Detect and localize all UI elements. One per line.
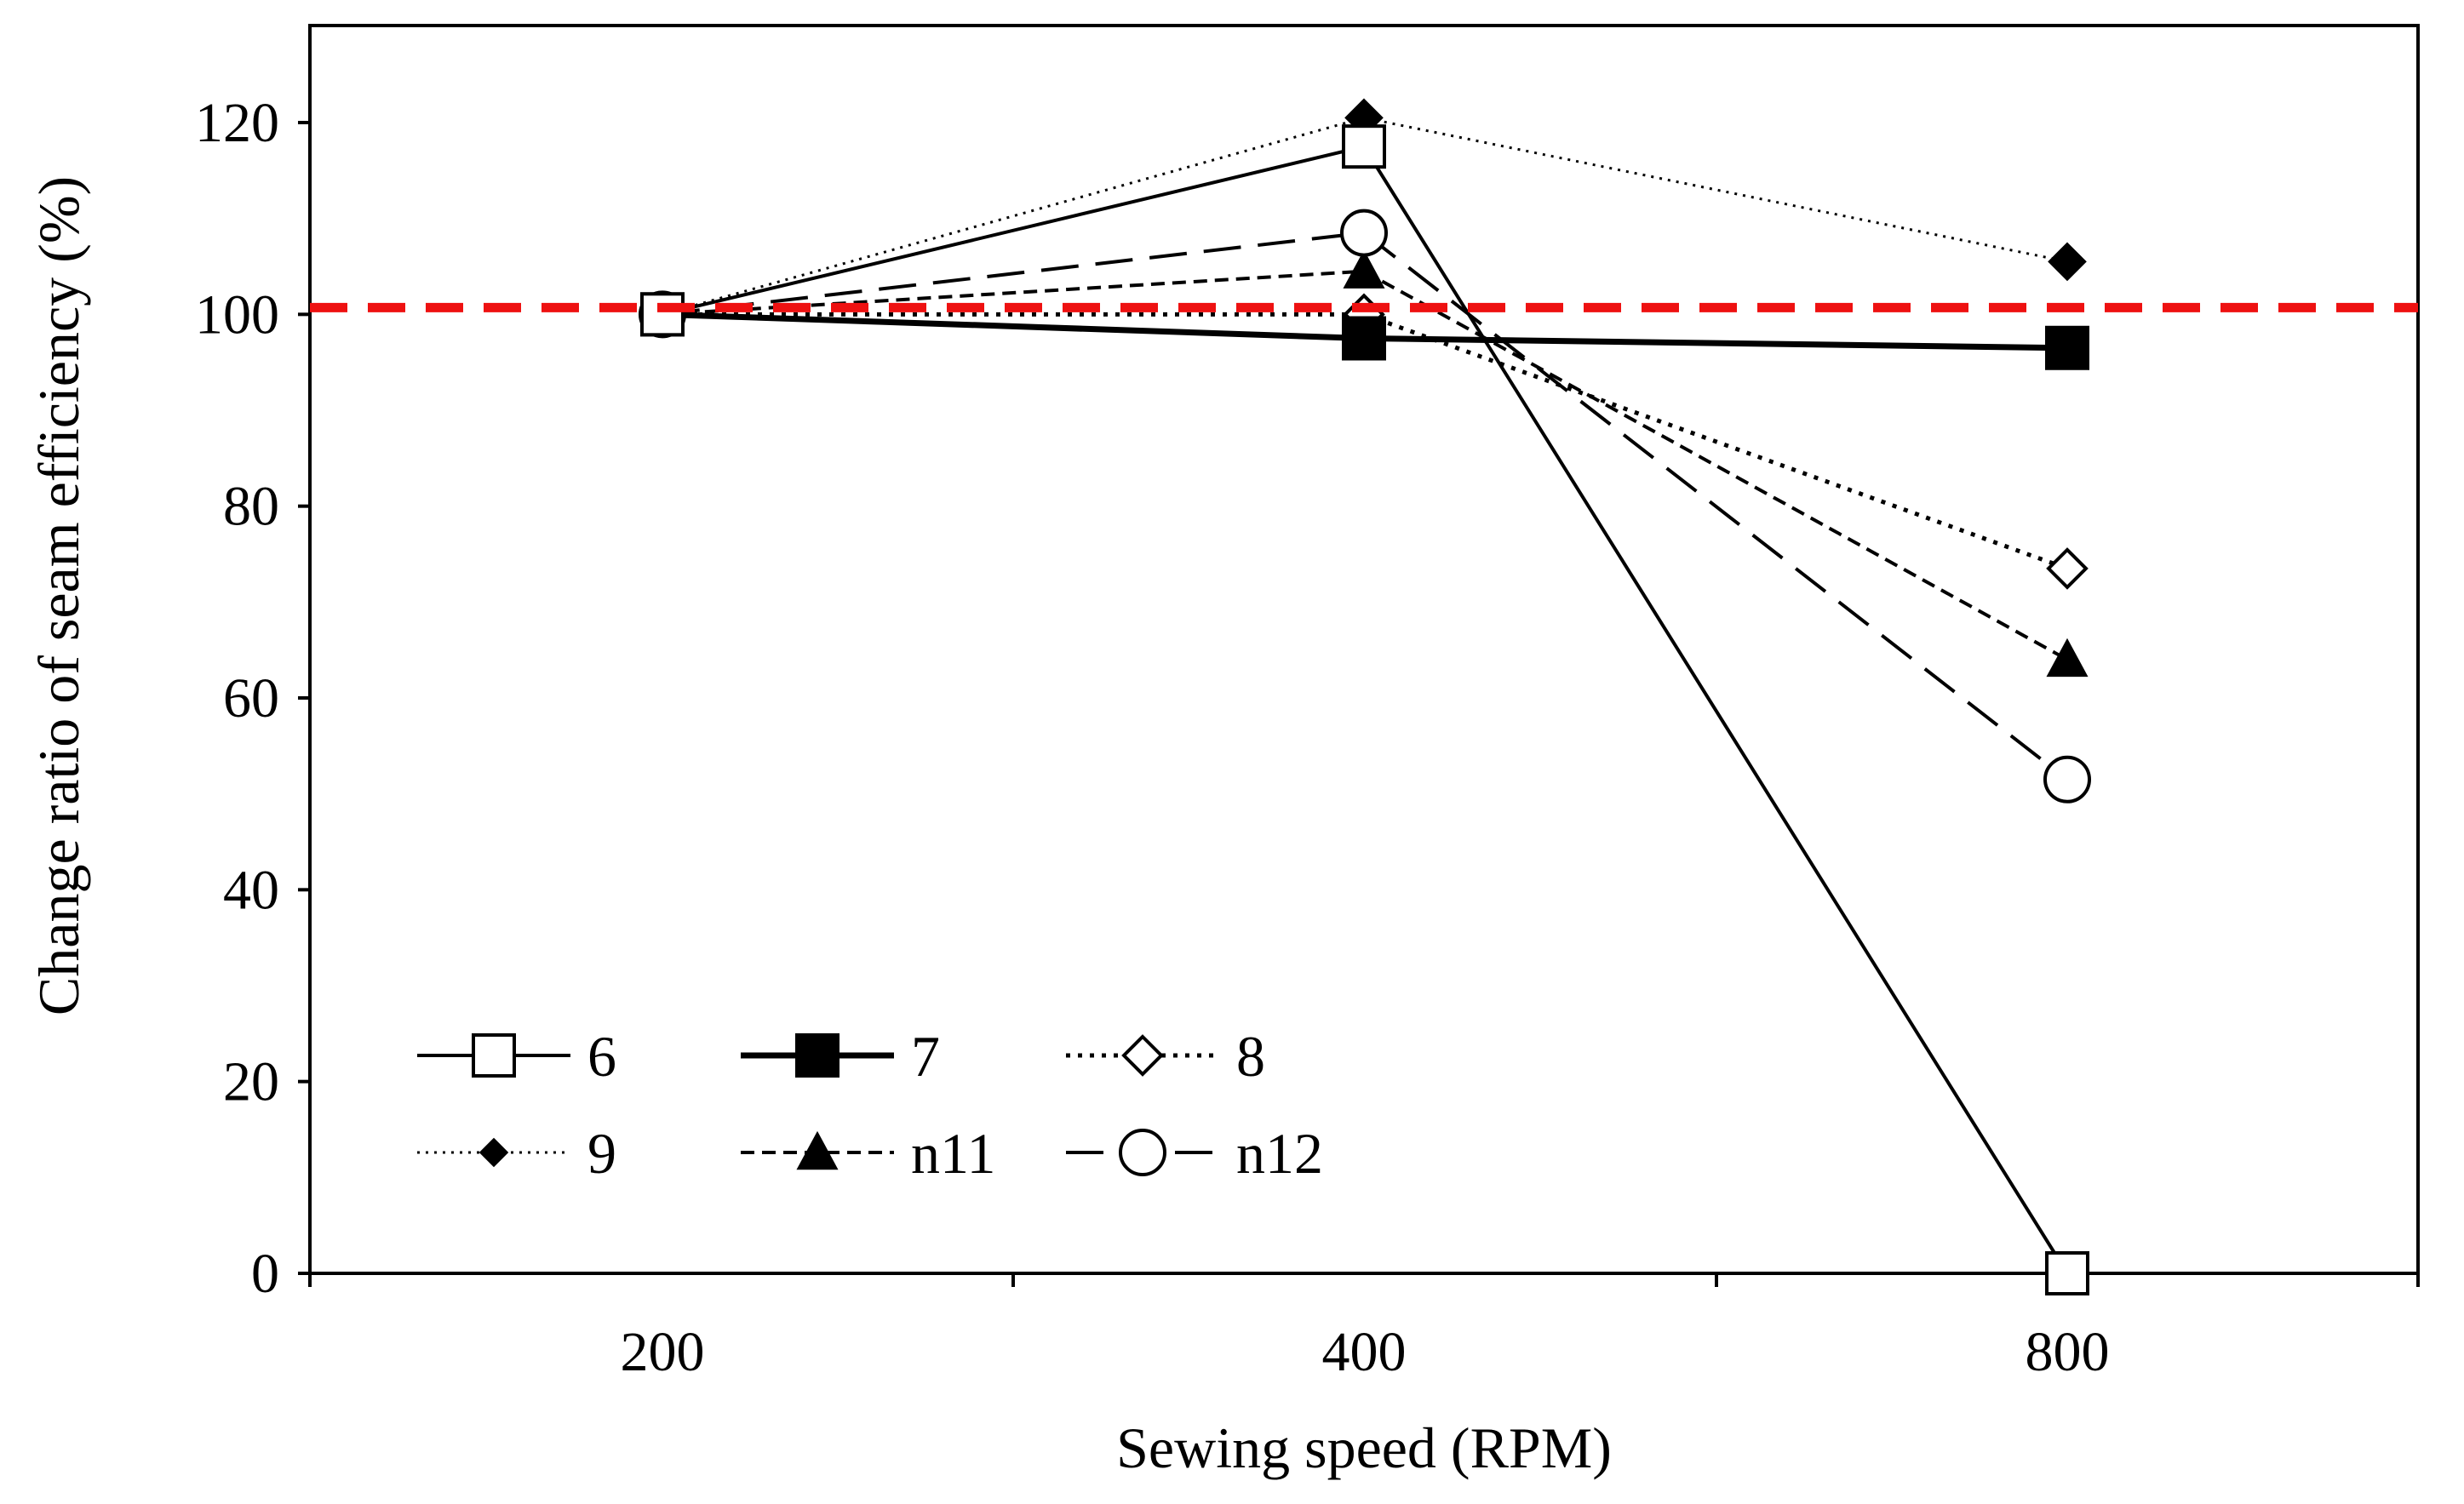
legend-label: 7 <box>911 1024 940 1089</box>
marker-square <box>1342 316 1386 361</box>
series-layer <box>639 98 2091 1295</box>
marker-square <box>2045 325 2089 370</box>
marker-triangle <box>2046 638 2089 678</box>
legend-item-8: 8 <box>1066 1024 1265 1089</box>
marker-square <box>472 1033 516 1078</box>
marker-triangle <box>796 1130 839 1170</box>
marker-diamond <box>1121 1034 1164 1077</box>
legend-item-n11: n11 <box>741 1121 995 1186</box>
marker-triangle <box>1343 249 1385 289</box>
legend-item-6: 6 <box>417 1024 616 1089</box>
marker-square <box>2045 1251 2089 1295</box>
legend-label: 8 <box>1236 1024 1265 1089</box>
legend-item-n12: n12 <box>1066 1121 1323 1186</box>
legend-item-9: 9 <box>417 1121 616 1186</box>
legend-item-7: 7 <box>741 1024 940 1089</box>
marker-diamond <box>478 1137 509 1168</box>
legend-label: 9 <box>587 1121 616 1186</box>
y-tick-label: 20 <box>223 1051 279 1113</box>
x-tick-label: 800 <box>2026 1321 2110 1383</box>
marker-circle <box>2043 755 2091 803</box>
marker-square <box>795 1033 839 1078</box>
series-line-n12 <box>662 231 2069 781</box>
series-markers-6 <box>640 124 2089 1295</box>
marker-circle <box>1119 1129 1166 1176</box>
marker-square <box>640 292 685 337</box>
y-tick-label: 0 <box>251 1243 279 1305</box>
x-tick-label: 400 <box>1322 1321 1407 1383</box>
marker-square <box>1342 124 1386 169</box>
y-tick-label: 100 <box>195 283 279 346</box>
legend-label: n11 <box>911 1121 995 1186</box>
marker-circle <box>1340 209 1388 257</box>
legend-label: n12 <box>1236 1121 1323 1186</box>
legend: 6 7 8 9 n11 n12 <box>417 1024 1323 1186</box>
legend-label: 6 <box>587 1024 616 1089</box>
axis-layer: 0 20 40 60 80 100 120 200 400 800 <box>195 92 2420 1383</box>
y-axis-label: Change ratio of seam efficiency (%) <box>26 176 91 1015</box>
x-tick-label: 200 <box>621 1321 705 1383</box>
y-tick-label: 120 <box>195 92 279 154</box>
plot-frame <box>308 24 2420 1275</box>
y-tick-label: 60 <box>223 667 279 729</box>
marker-diamond <box>2046 547 2089 590</box>
y-tick-label: 80 <box>223 476 279 538</box>
y-tick-label: 40 <box>223 859 279 921</box>
x-axis-label: Sewing speed (RPM) <box>1116 1415 1612 1480</box>
marker-diamond <box>2048 242 2087 282</box>
